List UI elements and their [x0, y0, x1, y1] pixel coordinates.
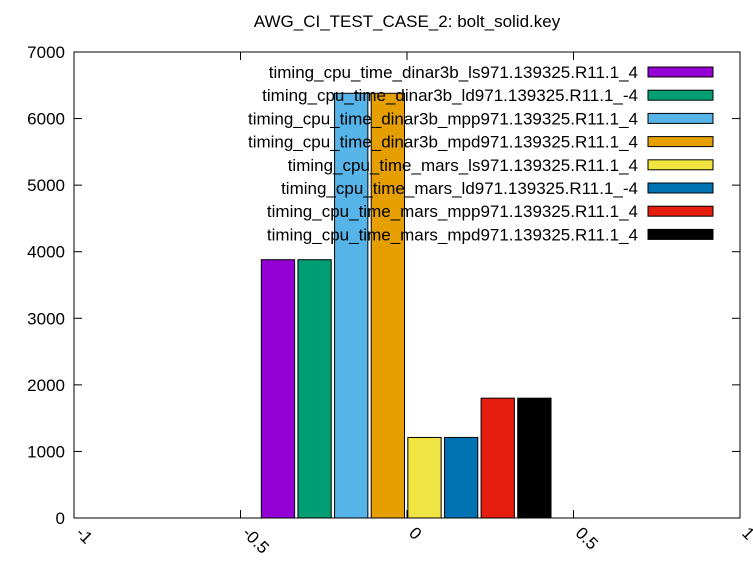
x-tick-label: -1 — [72, 523, 96, 547]
y-tick-label: 0 — [56, 509, 65, 528]
legend-swatch-4 — [647, 159, 714, 171]
y-tick-label: 1000 — [27, 442, 65, 461]
y-tick-label: 2000 — [27, 376, 65, 395]
y-tick-label: 5000 — [27, 176, 65, 195]
legend-label-6: timing_cpu_time_mars_mpp971.139325.R11.1… — [267, 202, 638, 221]
bar-5 — [443, 436, 479, 519]
legend-swatch-6 — [647, 205, 714, 217]
bar-0 — [260, 259, 296, 519]
legend-swatch-3 — [647, 136, 714, 148]
legend-swatch-0 — [647, 66, 714, 78]
legend-label-4: timing_cpu_time_mars_ls971.139325.R11.1_… — [288, 156, 638, 175]
x-tick-label: 0 — [405, 523, 425, 543]
bars-layer — [260, 92, 552, 519]
legend-swatch-5 — [647, 182, 714, 194]
bar-7 — [517, 397, 552, 519]
bar-6 — [480, 397, 515, 519]
x-tick-label: -0.5 — [239, 523, 273, 557]
bar-1 — [297, 259, 332, 519]
chart-title: AWG_CI_TEST_CASE_2: bolt_solid.key — [254, 12, 561, 31]
legend-label-3: timing_cpu_time_dinar3b_mpd971.139325.R1… — [248, 133, 638, 152]
bar-4 — [407, 436, 442, 519]
x-tick-label: 1 — [738, 523, 753, 543]
y-tick-label: 7000 — [27, 43, 65, 62]
legend-label-1: timing_cpu_time_dinar3b_ld971.139325.R11… — [262, 86, 638, 105]
y-tick-label: 3000 — [27, 309, 65, 328]
y-tick-label: 6000 — [27, 110, 65, 129]
x-tick-label: 0.5 — [572, 523, 602, 553]
y-tick-label: 4000 — [27, 243, 65, 262]
legend-label-0: timing_cpu_time_dinar3b_ls971.139325.R11… — [269, 63, 638, 82]
legend: timing_cpu_time_dinar3b_ls971.139325.R11… — [248, 63, 714, 244]
legend-swatch-2 — [647, 112, 714, 124]
legend-swatch-1 — [647, 89, 714, 101]
legend-label-7: timing_cpu_time_mars_mpd971.139325.R11.1… — [267, 225, 638, 244]
legend-swatch-7 — [647, 228, 714, 240]
bar-3 — [370, 92, 406, 519]
bar-2 — [334, 92, 369, 519]
legend-label-2: timing_cpu_time_dinar3b_mpp971.139325.R1… — [248, 109, 638, 128]
legend-label-5: timing_cpu_time_mars_ld971.139325.R11.1_… — [281, 179, 638, 198]
